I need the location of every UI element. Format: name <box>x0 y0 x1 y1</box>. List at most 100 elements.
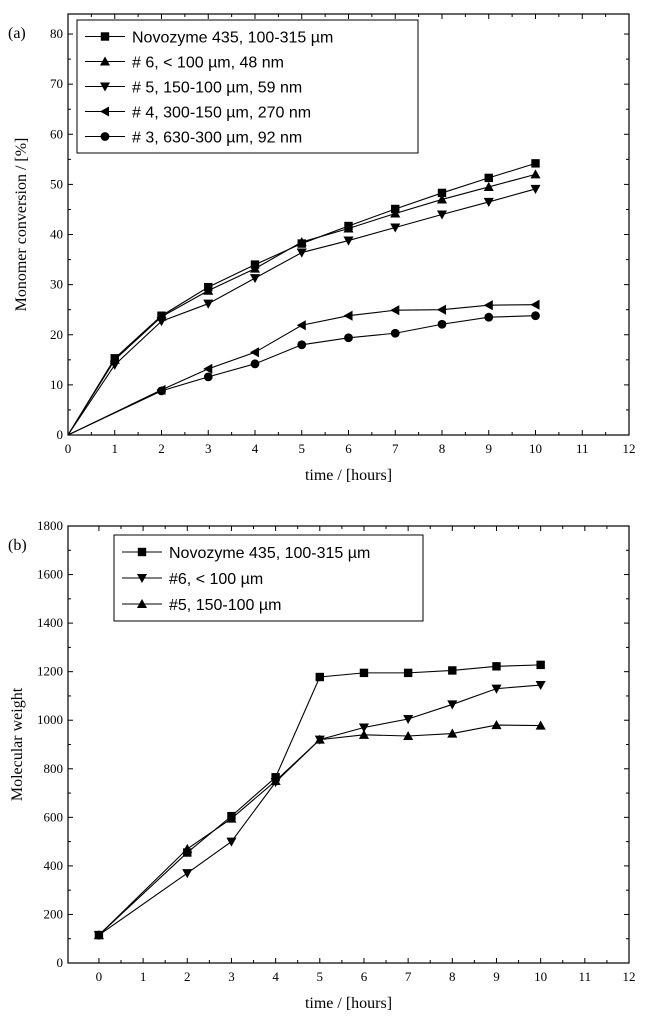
data-point <box>226 813 237 823</box>
legend-marker <box>100 132 110 141</box>
panel-label: (b) <box>8 537 27 554</box>
y-tick-label: 0 <box>57 955 64 970</box>
data-point <box>249 274 261 284</box>
data-point <box>156 317 167 327</box>
y-tick-label: 800 <box>44 761 64 776</box>
x-tick-label: 3 <box>228 969 235 984</box>
data-point <box>343 310 353 321</box>
series-line <box>98 684 541 936</box>
legend-marker <box>100 32 110 41</box>
data-point <box>530 299 540 310</box>
data-point <box>250 359 260 369</box>
series-2 <box>67 184 541 436</box>
x-tick-label: 3 <box>205 441 212 456</box>
y-tick-label: 1200 <box>37 664 63 679</box>
y-axis-title: Molecular weight <box>9 687 26 801</box>
data-point <box>437 188 447 198</box>
x-tick-label: 1 <box>112 441 119 456</box>
data-point <box>249 347 260 358</box>
data-point <box>343 236 354 246</box>
data-point <box>484 173 493 183</box>
data-point <box>403 668 413 678</box>
x-tick-label: 7 <box>405 969 412 984</box>
y-tick-label: 1000 <box>37 712 63 727</box>
x-tick-label: 1 <box>140 969 147 984</box>
y-tick-label: 20 <box>50 327 63 342</box>
data-point <box>203 363 213 374</box>
data-point <box>531 311 540 321</box>
legend-marker <box>99 82 111 92</box>
legend-marker <box>137 547 147 557</box>
x-tick-label: 2 <box>158 441 165 456</box>
data-point <box>436 194 448 204</box>
legend-label: # 6, < 100 µm, 48 nm <box>132 55 284 72</box>
data-point <box>483 197 494 207</box>
series-line <box>67 315 536 436</box>
data-point <box>315 672 324 682</box>
x-tick-label: 6 <box>361 969 368 984</box>
panel-label: (a) <box>8 25 26 42</box>
series-0 <box>67 159 540 436</box>
data-point <box>535 680 546 691</box>
legend-label: # 5, 150-100 µm, 59 nm <box>132 80 302 97</box>
series-line <box>67 162 536 436</box>
x-tick-label: 12 <box>623 441 636 456</box>
data-point <box>447 700 458 710</box>
series-line <box>67 188 536 436</box>
y-tick-label: 1800 <box>37 518 63 533</box>
x-tick-label: 0 <box>65 441 72 456</box>
x-tick-label: 11 <box>579 969 592 984</box>
data-point <box>403 714 414 725</box>
y-tick-label: 10 <box>50 377 63 392</box>
data-point <box>492 662 501 671</box>
data-point <box>531 159 540 168</box>
legend-label: #5, 150-100 µm <box>169 597 281 614</box>
y-tick-label: 50 <box>50 176 63 191</box>
data-point <box>359 668 369 678</box>
x-tick-label: 5 <box>299 441 306 456</box>
data-point <box>182 869 193 879</box>
x-tick-label: 8 <box>449 969 456 984</box>
series-line <box>98 664 541 936</box>
y-tick-label: 0 <box>57 427 64 442</box>
data-point <box>390 328 400 338</box>
data-point <box>483 300 493 311</box>
series-line <box>67 173 536 436</box>
data-point <box>358 729 370 739</box>
y-tick-label: 80 <box>50 26 63 41</box>
data-point <box>484 312 494 322</box>
y-tick-label: 200 <box>44 906 64 921</box>
legend-label: # 3, 630-300 µm, 92 nm <box>132 130 302 147</box>
x-tick-label: 5 <box>317 969 324 984</box>
y-tick-label: 1600 <box>37 567 63 582</box>
data-point <box>358 723 370 733</box>
series-line <box>98 724 541 936</box>
x-tick-label: 6 <box>345 441 352 456</box>
x-tick-label: 12 <box>623 969 636 984</box>
legend-label: Novozyme 435, 100-315 µm <box>132 30 333 47</box>
x-tick-label: 8 <box>439 441 446 456</box>
data-point <box>403 730 414 741</box>
data-point <box>343 223 354 233</box>
x-tick-label: 7 <box>392 441 399 456</box>
data-point <box>226 837 237 847</box>
x-tick-label: 10 <box>529 441 542 456</box>
y-tick-label: 60 <box>50 126 63 141</box>
data-point <box>203 285 214 295</box>
data-point <box>296 237 307 247</box>
chart-b: 0 1 2 3 4 5 6 7 8 9 10 11 12020040060080010001200140… <box>8 518 636 1012</box>
y-tick-label: 70 <box>50 76 63 91</box>
data-point <box>203 299 214 309</box>
y-tick-label: 30 <box>50 277 63 292</box>
x-tick-label: 2 <box>184 969 191 984</box>
x-tick-label: 4 <box>252 441 259 456</box>
legend-label: Novozyme 435, 100-315 µm <box>169 545 370 562</box>
legend-marker <box>136 598 148 609</box>
data-point <box>93 930 104 940</box>
x-tick-label: 0 <box>96 969 103 984</box>
data-point <box>436 304 447 315</box>
data-point <box>447 728 458 738</box>
x-axis-title: time / [hours] <box>305 467 392 484</box>
data-point <box>109 360 120 370</box>
